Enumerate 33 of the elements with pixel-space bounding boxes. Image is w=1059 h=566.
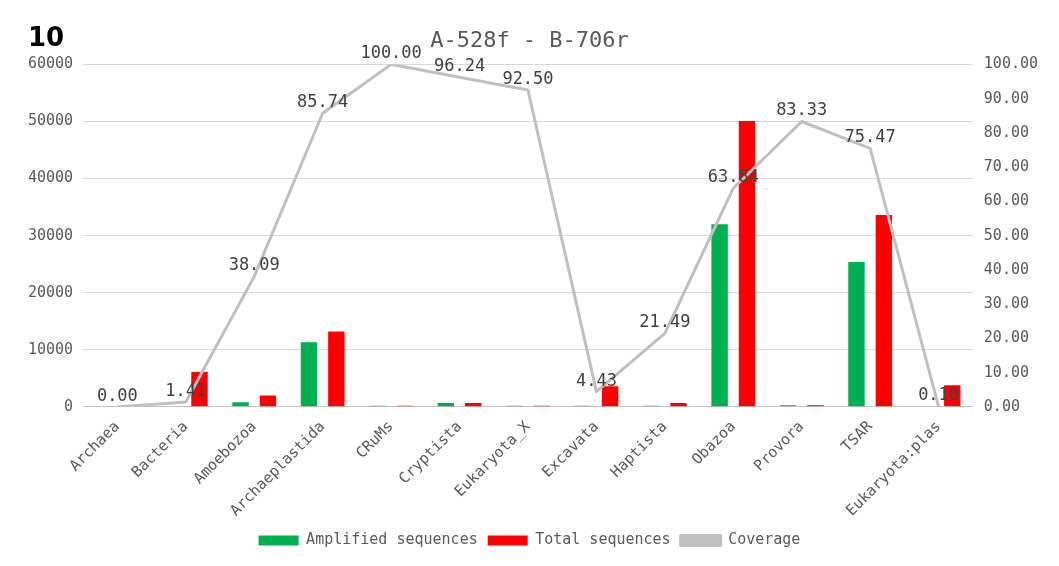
y2-tick-label: 60.00 xyxy=(983,191,1029,210)
y2-tick-label: 0.00 xyxy=(983,396,1020,415)
y-tick-label: 60000 xyxy=(28,54,74,73)
data-label: 100.00 xyxy=(360,42,422,63)
y-tick-label: 50000 xyxy=(28,111,74,130)
y2-tick-label: 20.00 xyxy=(983,328,1029,347)
y2-tick-label: 30.00 xyxy=(983,294,1029,313)
legend-label: Amplified sequences xyxy=(306,530,478,549)
data-label: 75.47 xyxy=(844,126,896,147)
data-label: 4.43 xyxy=(575,369,617,390)
y2-tick-label: 10.00 xyxy=(983,362,1029,381)
data-label: 21.49 xyxy=(639,311,691,332)
legend-label: Coverage xyxy=(728,530,801,549)
text: 10 xyxy=(28,22,65,52)
legend-label: Total sequences xyxy=(535,530,671,549)
y-tick-label: 40000 xyxy=(28,168,74,187)
data-label: 85.74 xyxy=(297,91,349,112)
y2-tick-label: 90.00 xyxy=(983,88,1029,107)
y2-tick-label: 80.00 xyxy=(983,122,1029,141)
y-tick-label: 10000 xyxy=(28,339,74,358)
data-label: 0.00 xyxy=(96,384,138,405)
data-label: 38.09 xyxy=(228,254,280,275)
y2-tick-label: 70.00 xyxy=(983,157,1029,176)
y2-tick-label: 40.00 xyxy=(983,259,1029,278)
chart-title: A-528f - B-706r xyxy=(430,26,629,52)
y2-tick-label: 100.00 xyxy=(983,54,1038,73)
data-label: 92.50 xyxy=(502,68,554,89)
y2-tick-label: 50.00 xyxy=(983,225,1029,244)
data-label: 96.24 xyxy=(433,55,486,76)
y-tick-label: 30000 xyxy=(28,225,74,244)
y-tick-label: 0 xyxy=(64,396,74,415)
data-label: 83.33 xyxy=(776,99,828,120)
y-tick-label: 20000 xyxy=(28,282,74,301)
